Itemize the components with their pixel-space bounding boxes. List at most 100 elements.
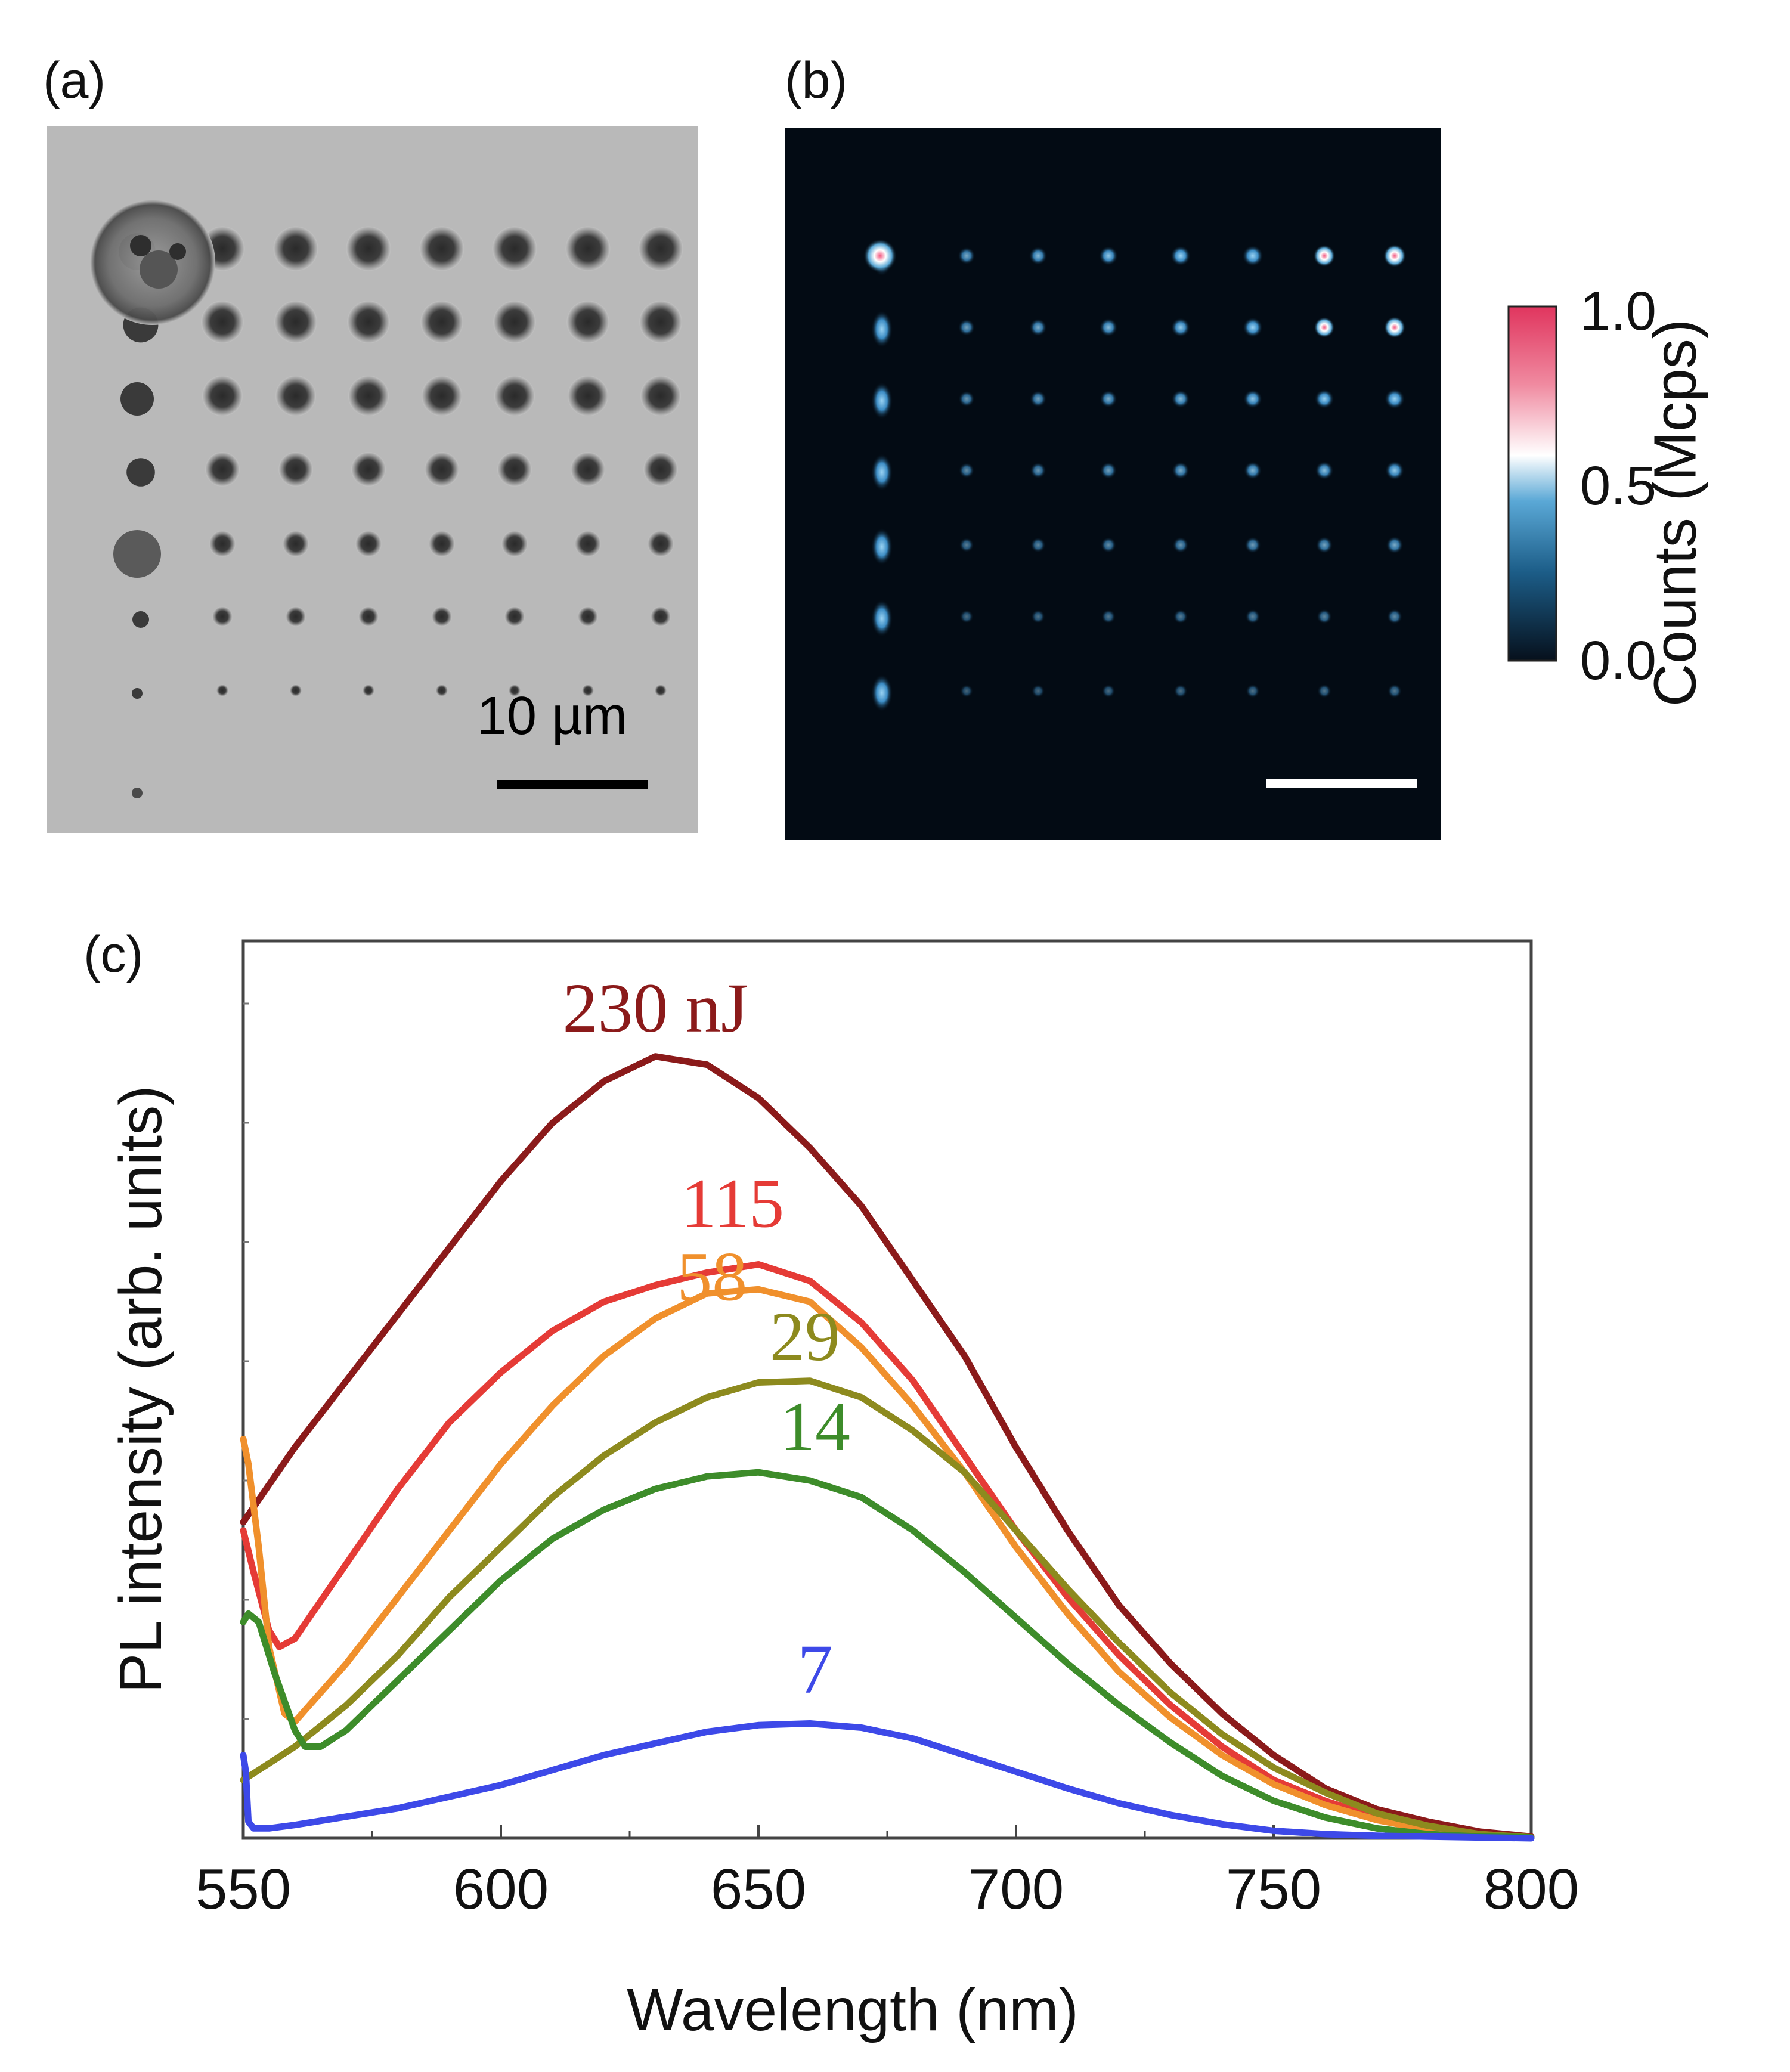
micro-hole xyxy=(508,684,521,697)
edge-defect xyxy=(120,382,154,416)
emission-spot xyxy=(1172,537,1189,553)
series-label: 115 xyxy=(681,1164,784,1243)
pl-map-image xyxy=(785,128,1441,840)
emission-spot xyxy=(1315,536,1333,554)
micro-hole xyxy=(578,606,598,627)
micro-hole xyxy=(422,376,462,416)
emission-spot xyxy=(1314,389,1334,409)
micro-hole xyxy=(347,301,390,343)
micro-hole xyxy=(425,452,459,487)
emission-spot xyxy=(960,685,973,698)
series-line-7 xyxy=(240,1720,1535,1842)
micro-hole xyxy=(420,301,463,343)
micro-hole xyxy=(565,226,611,271)
micro-hole xyxy=(201,301,244,343)
emission-spot xyxy=(1385,389,1405,409)
emission-spot xyxy=(1100,462,1117,479)
micro-hole xyxy=(435,684,448,697)
colorbar-gradient xyxy=(1507,305,1557,662)
micro-hole xyxy=(492,226,537,271)
colorbar-tick-mid: 0.5 xyxy=(1580,456,1656,516)
series-label: 29 xyxy=(770,1297,840,1376)
emission-spot xyxy=(958,391,975,407)
emission-spot xyxy=(1317,684,1331,698)
edge-emission xyxy=(871,382,893,419)
emission-spot xyxy=(1385,461,1404,480)
micro-hole xyxy=(346,226,391,271)
emission-spot xyxy=(1386,536,1404,554)
micro-hole xyxy=(639,301,682,343)
micro-hole xyxy=(574,530,602,558)
edge-defect xyxy=(132,611,149,628)
edge-emission xyxy=(871,528,893,565)
micro-hole xyxy=(654,684,667,697)
emission-spot xyxy=(1172,462,1190,479)
micro-hole xyxy=(568,376,608,416)
micrograph-image xyxy=(47,126,698,833)
scale-bar xyxy=(497,780,648,789)
emission-spot xyxy=(1101,537,1116,553)
emission-spot xyxy=(1173,684,1188,698)
micro-hole xyxy=(497,452,532,487)
scale-bar-label: 10 µm xyxy=(477,686,627,746)
micro-hole xyxy=(647,530,674,558)
scale-bar xyxy=(1266,779,1417,788)
emission-spot xyxy=(1243,317,1263,337)
colorbar-tick-bottom: 0.0 xyxy=(1580,630,1656,691)
emission-spot xyxy=(958,247,975,265)
panel-b-label: (b) xyxy=(785,52,848,109)
emission-spot xyxy=(1029,390,1047,408)
colorbar-tick-top: 1.0 xyxy=(1580,281,1656,342)
micro-hole xyxy=(494,376,535,416)
micro-hole xyxy=(362,684,375,697)
emission-spot xyxy=(1099,318,1118,337)
micro-hole xyxy=(432,606,452,627)
x-tick-label: 700 xyxy=(968,1857,1064,1921)
x-tick-label: 600 xyxy=(453,1857,549,1921)
emission-spot xyxy=(1317,609,1332,624)
y-axis-label: PL intensity (arb. units) xyxy=(107,1086,174,1693)
emission-spots xyxy=(863,239,1406,711)
debris xyxy=(130,235,151,256)
micro-hole xyxy=(566,301,609,343)
series-line-230-nJ xyxy=(240,1053,1535,1840)
micro-hole xyxy=(282,530,309,558)
emission-spot xyxy=(1314,317,1335,338)
emission-spot xyxy=(1029,246,1048,265)
bubble-core xyxy=(140,250,178,289)
micro-hole xyxy=(205,452,240,487)
emission-spot xyxy=(1245,609,1261,624)
series-line-29 xyxy=(240,1377,1535,1841)
micro-hole xyxy=(501,530,528,558)
series-line-115 xyxy=(240,1261,1535,1841)
emission-spot xyxy=(1384,317,1405,338)
micro-hole xyxy=(212,606,233,627)
x-axis-label: Wavelength (nm) xyxy=(627,1977,1079,2043)
emission-spot xyxy=(1246,684,1260,698)
plot-frame xyxy=(241,939,1533,1840)
micro-hole xyxy=(428,530,456,558)
emission-spot xyxy=(1171,318,1190,337)
emission-spot xyxy=(1244,462,1262,479)
emission-spot xyxy=(959,463,974,478)
micro-hole xyxy=(202,376,243,416)
debris xyxy=(169,243,186,260)
emission-spot xyxy=(1315,461,1334,480)
micro-hole xyxy=(643,452,678,487)
micro-hole xyxy=(216,684,229,697)
x-tick-label: 800 xyxy=(1484,1857,1579,1921)
edge-defect xyxy=(113,530,161,578)
series-label: 7 xyxy=(798,1630,833,1708)
y-ticks xyxy=(243,1002,249,1720)
micro-hole xyxy=(493,301,536,343)
micro-hole xyxy=(419,226,464,271)
emission-spot xyxy=(958,319,975,336)
series-label: 14 xyxy=(780,1387,850,1466)
x-tick-label: 750 xyxy=(1226,1857,1321,1921)
series-line-14 xyxy=(240,1469,1535,1841)
edge-defect xyxy=(132,788,143,798)
micro-hole xyxy=(273,226,318,271)
emission-spot xyxy=(1242,245,1263,267)
